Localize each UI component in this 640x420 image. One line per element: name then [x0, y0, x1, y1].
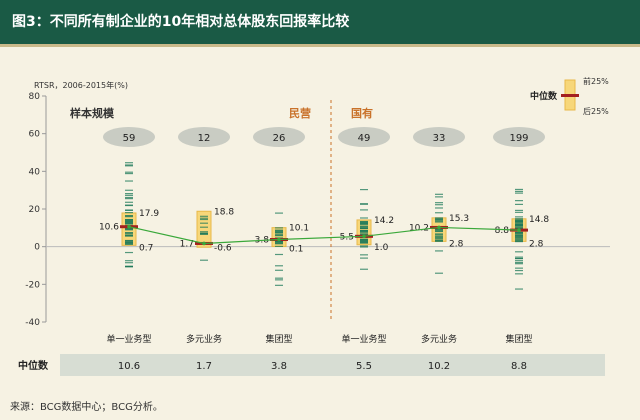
category-label: 单一业务型 — [341, 333, 386, 345]
sample-size-label: 59 — [123, 133, 136, 144]
median-row-value: 1.7 — [196, 361, 212, 372]
q25-label: 0.7 — [139, 243, 153, 253]
y-tick-label: -20 — [25, 280, 40, 290]
q25-label: -0.6 — [214, 244, 232, 254]
median-row: 中位数 10.6 1.7 3.8 5.5 10.2 8.8 — [18, 354, 605, 376]
median-point — [437, 226, 441, 230]
group-label: 国有 — [351, 106, 373, 120]
median-point — [277, 238, 281, 242]
y-tick-label: 0 — [34, 243, 40, 253]
median-row-value: 10.2 — [428, 361, 450, 372]
sample-size-label: 199 — [509, 133, 528, 144]
category-label: 多元业务 — [421, 333, 457, 345]
median-point — [362, 235, 366, 239]
median-row-value: 3.8 — [271, 361, 287, 372]
legend: 中位数 前25% 后25% — [530, 76, 609, 116]
median-row-value: 8.8 — [511, 361, 527, 372]
sample-size-label: 49 — [358, 133, 371, 144]
median-row-value: 10.6 — [118, 361, 140, 372]
median-point — [517, 228, 521, 232]
median-point — [202, 242, 206, 246]
group-label: 民营 — [289, 106, 311, 120]
q75-label: 10.1 — [289, 224, 309, 234]
q25-label: 0.1 — [289, 244, 303, 254]
sample-size-label: 33 — [433, 133, 446, 144]
y-tick-label: 40 — [29, 167, 41, 177]
q75-label: 15.3 — [449, 214, 469, 224]
legend-median-swatch — [561, 94, 579, 97]
sample-size-label: 26 — [273, 133, 286, 144]
y-axis-label: RTSR，2006-2015年(%) — [34, 80, 128, 90]
q75-label: 18.8 — [214, 207, 234, 217]
category-label: 集团型 — [505, 333, 532, 345]
q25-label: 2.8 — [529, 239, 544, 249]
legend-median-label: 中位数 — [530, 90, 558, 102]
category-label: 单一业务型 — [106, 333, 151, 345]
median-point — [127, 225, 131, 229]
y-tick-label: -40 — [25, 318, 40, 328]
legend-top-label: 前25% — [583, 76, 609, 86]
median-label: 8.8 — [495, 226, 510, 236]
y-tick-label: 60 — [29, 130, 41, 140]
median-row-label: 中位数 — [18, 359, 49, 372]
q75-label: 14.2 — [374, 216, 394, 226]
group-label: 样本规模 — [70, 106, 115, 120]
q25-label: 2.8 — [449, 239, 464, 249]
sample-size-label: 12 — [198, 133, 211, 144]
y-tick-label: 80 — [29, 92, 41, 102]
q75-label: 17.9 — [139, 209, 159, 219]
median-row-value: 5.5 — [356, 361, 372, 372]
category-label: 多元业务 — [186, 333, 222, 345]
y-tick-label: 20 — [29, 205, 41, 215]
legend-bottom-label: 后25% — [583, 106, 609, 116]
q75-label: 14.8 — [529, 215, 549, 225]
source-note: 来源：BCG数据中心；BCG分析。 — [10, 398, 163, 413]
category-label: 集团型 — [265, 333, 292, 345]
median-label: 10.6 — [99, 223, 119, 233]
q25-label: 1.0 — [374, 243, 389, 253]
